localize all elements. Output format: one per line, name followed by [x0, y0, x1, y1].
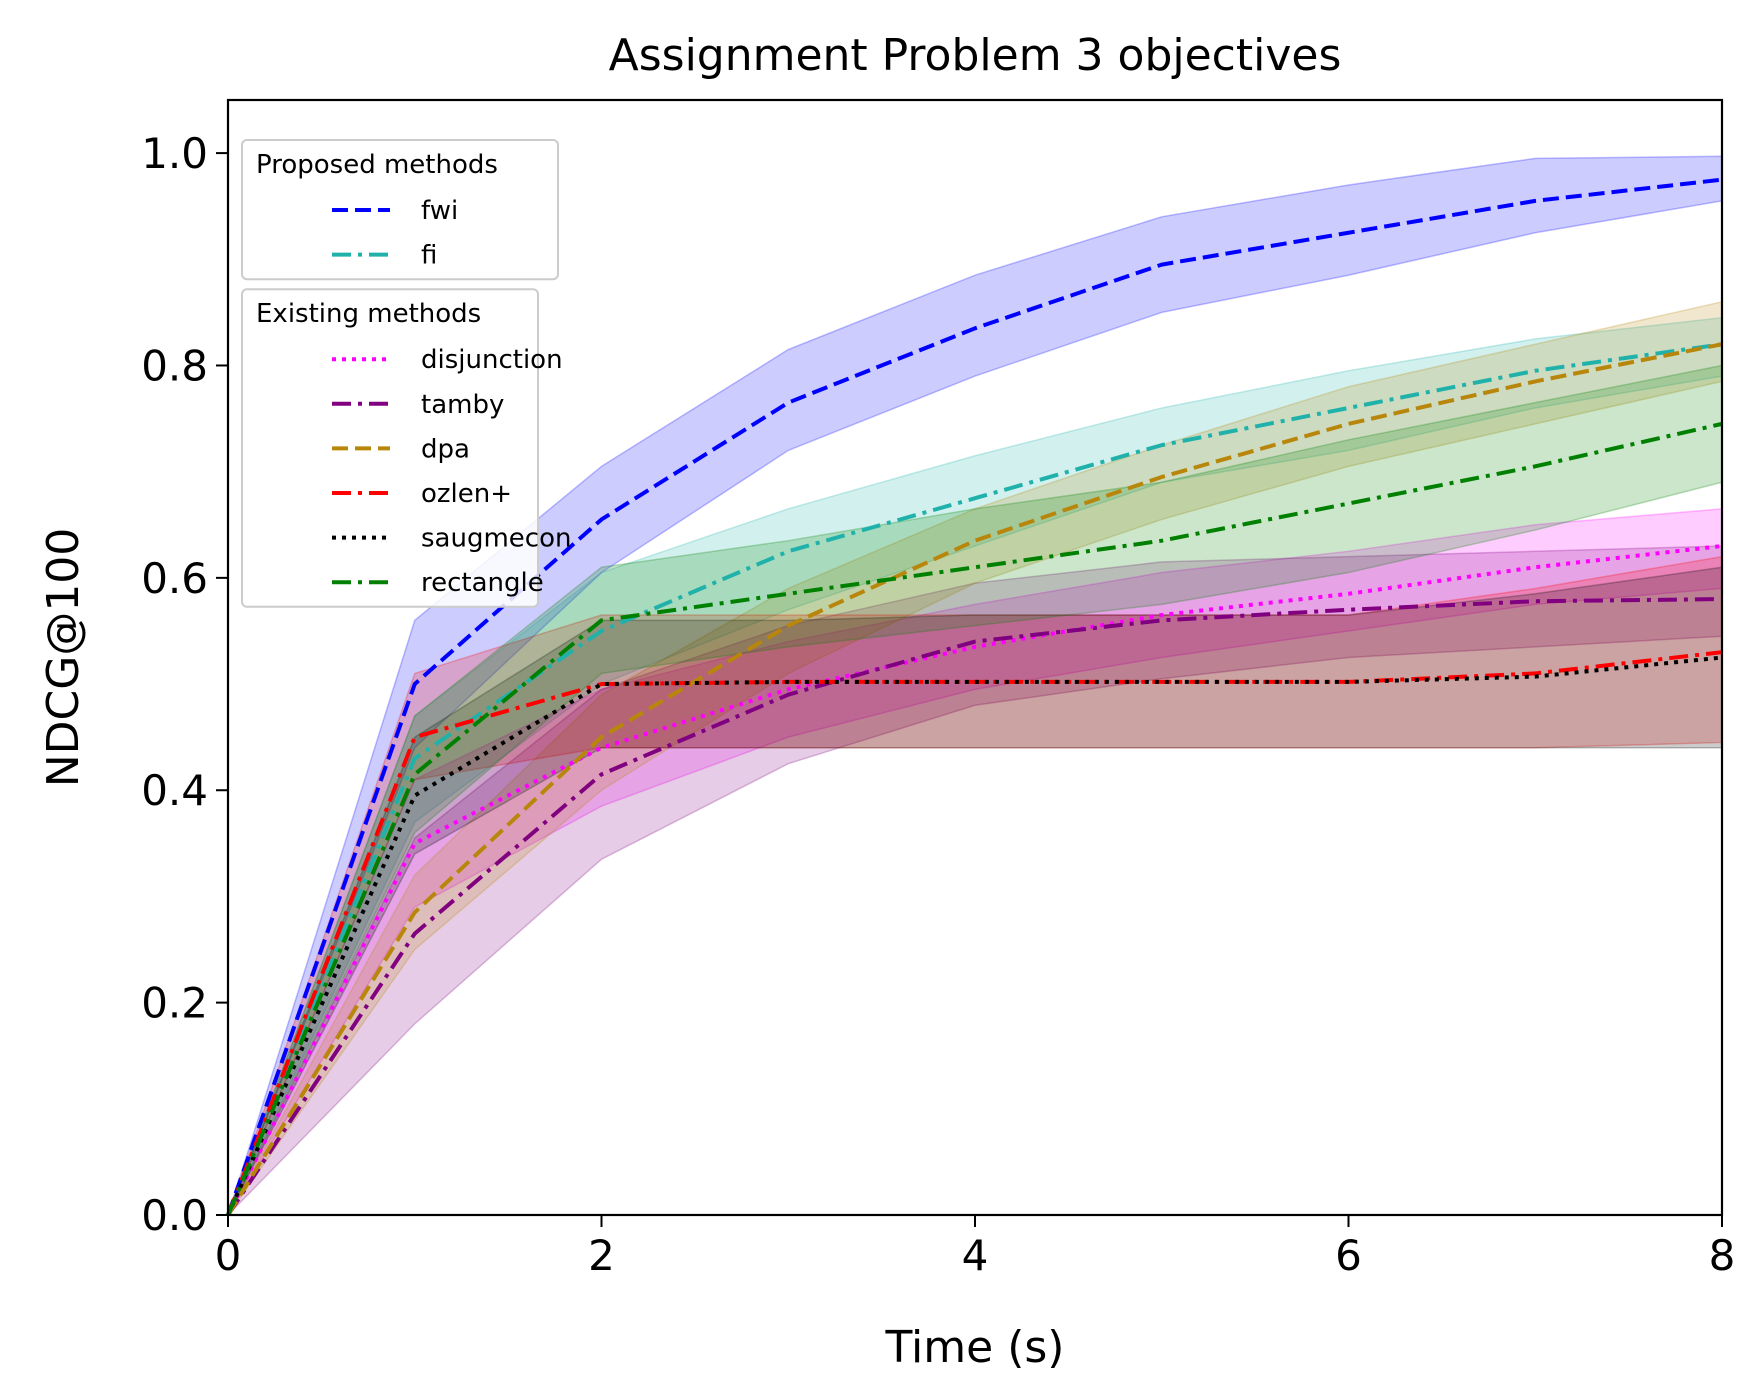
line-rectangle — [226, 421, 1723, 1216]
legend-label-rectangle: rectangle — [421, 568, 544, 598]
y-tick-label: 0.8 — [141, 341, 208, 390]
y-axis-label: NDCG@100 — [38, 528, 89, 788]
x-tick-label: 6 — [1335, 1231, 1362, 1280]
line-saugmecon — [226, 655, 1723, 1216]
legend-label-tamby: tamby — [421, 390, 504, 420]
x-tick-label: 0 — [215, 1231, 242, 1280]
y-tick-label: 1.0 — [141, 129, 208, 178]
line-dpa — [226, 342, 1723, 1217]
legend-label-disjunction: disjunction — [421, 345, 563, 375]
confidence-bands — [227, 155, 1723, 1216]
legend-label-saugmecon: saugmecon — [421, 524, 571, 554]
legend-label-fi: fi — [421, 241, 437, 271]
legend-label-ozlen: ozlen+ — [421, 479, 512, 509]
line-fi — [226, 342, 1723, 1216]
legend-label-fwi: fwi — [421, 196, 458, 226]
legend-label-dpa: dpa — [421, 434, 470, 464]
y-tick-label: 0.0 — [141, 1191, 208, 1240]
legend-box-proposed-methods — [241, 139, 559, 281]
line-tamby — [226, 597, 1723, 1217]
series-lines — [226, 177, 1723, 1217]
x-axis-label: Time (s) — [885, 1322, 1065, 1373]
x-tick-label: 4 — [962, 1231, 989, 1280]
y-tick-label: 0.4 — [141, 766, 208, 815]
legend-title-proposed-methods: Proposed methods — [256, 150, 498, 180]
x-tick-label: 2 — [588, 1231, 615, 1280]
y-axis-ticks: 0.0 0.2 0.4 0.6 0.8 1.0 — [141, 129, 228, 1240]
y-tick-label: 0.2 — [141, 979, 208, 1028]
legend-title-existing-methods: Existing methods — [256, 299, 481, 329]
line-disjunction — [226, 544, 1723, 1216]
line-fwi — [226, 177, 1723, 1216]
x-tick-label: 8 — [1709, 1231, 1736, 1280]
x-axis-ticks: 0 2 4 6 8 — [215, 1215, 1736, 1280]
chart-title: Assignment Problem 3 objectives — [609, 30, 1342, 81]
legend: Proposed methods fwi fi Existing methods dis… — [241, 139, 571, 608]
y-tick-label: 0.6 — [141, 554, 208, 603]
